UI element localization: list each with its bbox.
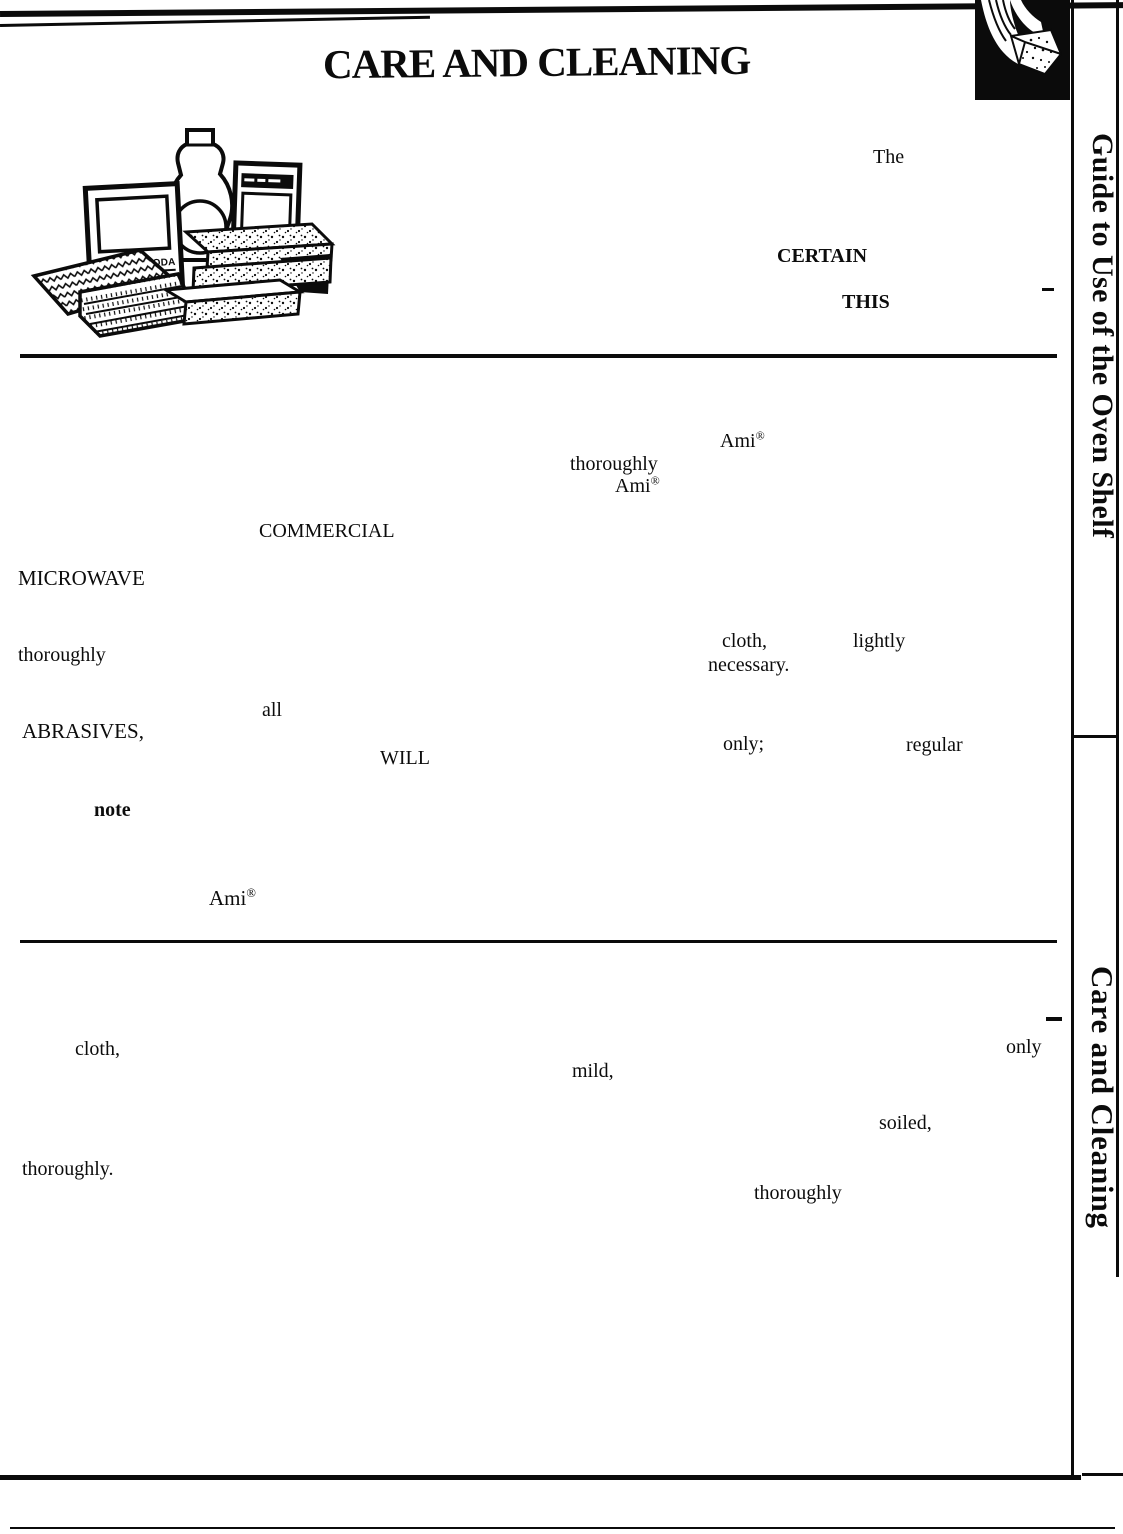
- page-top-edge-line: [0, 2, 1123, 17]
- sidebar-tab-care-and-cleaning: Care and Cleaning: [1085, 966, 1120, 1229]
- text-fragment: Ami®: [720, 428, 765, 452]
- text-fragment: necessary.: [708, 654, 790, 676]
- text-fragment: ABRASIVES,: [22, 719, 144, 743]
- text-fragment: thoroughly.: [22, 1158, 114, 1180]
- content-bottom-rule-tick: [1082, 1473, 1123, 1476]
- text-fragment: only: [1006, 1036, 1042, 1058]
- sidebar-divider: [1071, 735, 1119, 738]
- text-fragment: regular: [906, 734, 963, 756]
- text-fragment: soiled,: [879, 1112, 932, 1134]
- text-fragment: lightly: [853, 630, 906, 652]
- content-bottom-rule: [0, 1475, 1081, 1480]
- sponge-stack: [182, 222, 336, 294]
- sidebar-left-border: [1071, 0, 1074, 1479]
- scan-tick-mark: [1046, 1017, 1062, 1021]
- section-divider-top: [20, 354, 1057, 358]
- text-fragment: thoroughly: [570, 453, 658, 475]
- text-fragment: WILL: [380, 747, 430, 769]
- text-fragment: Ami®: [209, 886, 256, 910]
- sponge-hand-illustration: [975, 0, 1070, 100]
- text-fragment: cloth,: [722, 630, 767, 652]
- text-fragment: cloth,: [75, 1038, 120, 1060]
- cleaning-supplies-icon: BAKING SODA: [30, 128, 336, 338]
- page-top-edge-line-2: [0, 15, 430, 27]
- text-fragment: COMMERCIAL: [259, 520, 395, 542]
- text-fragment: thoroughly: [754, 1182, 842, 1204]
- text-fragment: note: [94, 799, 131, 821]
- cleaning-supplies-illustration: BAKING SODA: [28, 124, 338, 339]
- section-divider-middle: [20, 940, 1057, 943]
- text-fragment: THIS: [842, 291, 890, 313]
- text-fragment: The: [873, 146, 905, 168]
- scan-tick-mark: [1042, 288, 1054, 291]
- text-fragment: only;: [723, 733, 765, 755]
- text-fragment: mild,: [572, 1060, 614, 1082]
- sidebar-right-border: [1116, 0, 1119, 1277]
- text-fragment: all: [262, 699, 282, 721]
- page-bottom-rule: [10, 1527, 1115, 1529]
- sponge-front: [161, 278, 305, 326]
- sponge-hand-icon: [975, 0, 1070, 100]
- text-fragment: CERTAIN: [777, 245, 868, 267]
- text-fragment: Ami®: [615, 473, 660, 497]
- sidebar-tab-guide-to-oven-shelf: Guide to Use of the Oven Shelf: [1086, 133, 1119, 539]
- text-fragment: MICROWAVE: [18, 566, 145, 590]
- text-fragment: thoroughly: [18, 644, 106, 666]
- page-title: CARE AND CLEANING: [322, 36, 751, 88]
